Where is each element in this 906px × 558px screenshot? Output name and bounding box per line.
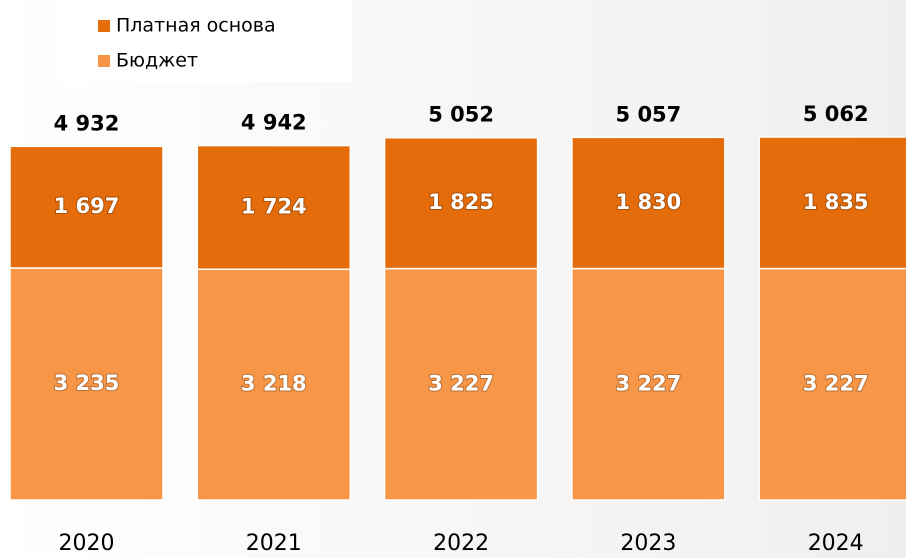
bar-segment [196, 144, 352, 270]
segment-label: 1 830 [616, 190, 682, 214]
legend-swatch [98, 20, 110, 32]
total-label: 4 942 [241, 111, 307, 135]
bar-segment [383, 136, 539, 270]
segment-label: 3 227 [428, 371, 494, 395]
total-label: 5 062 [803, 102, 869, 126]
segment-label: 3 235 [54, 371, 120, 395]
total-label: 4 932 [54, 111, 120, 135]
total-label: 5 057 [616, 102, 682, 126]
segment-label: 1 697 [54, 194, 120, 218]
segment-label: 3 218 [241, 372, 307, 396]
legend-label: Бюджет [116, 50, 198, 72]
x-tick-label: 2024 [808, 531, 864, 556]
legend-swatch [98, 55, 110, 67]
x-tick-label: 2022 [433, 531, 489, 556]
segment-label: 1 825 [428, 190, 494, 214]
bar-segment [758, 136, 906, 270]
segment-label: 1 724 [241, 194, 307, 218]
bar-segment [383, 267, 539, 501]
segment-label: 3 227 [616, 371, 682, 395]
bar-segment [9, 267, 164, 501]
legend-label: Платная основа [116, 15, 276, 37]
bar-segment [9, 145, 164, 269]
x-tick-label: 2020 [59, 531, 115, 556]
bar-segment [196, 268, 352, 501]
bar-segment [571, 267, 726, 501]
segment-label: 1 835 [803, 190, 869, 214]
bar-segment [758, 267, 906, 501]
legend-box [62, 0, 352, 82]
x-tick-label: 2021 [246, 531, 302, 556]
segment-label: 3 227 [803, 371, 869, 395]
total-label: 5 052 [428, 103, 494, 127]
bar-segment [571, 136, 726, 270]
x-tick-label: 2023 [620, 531, 676, 556]
